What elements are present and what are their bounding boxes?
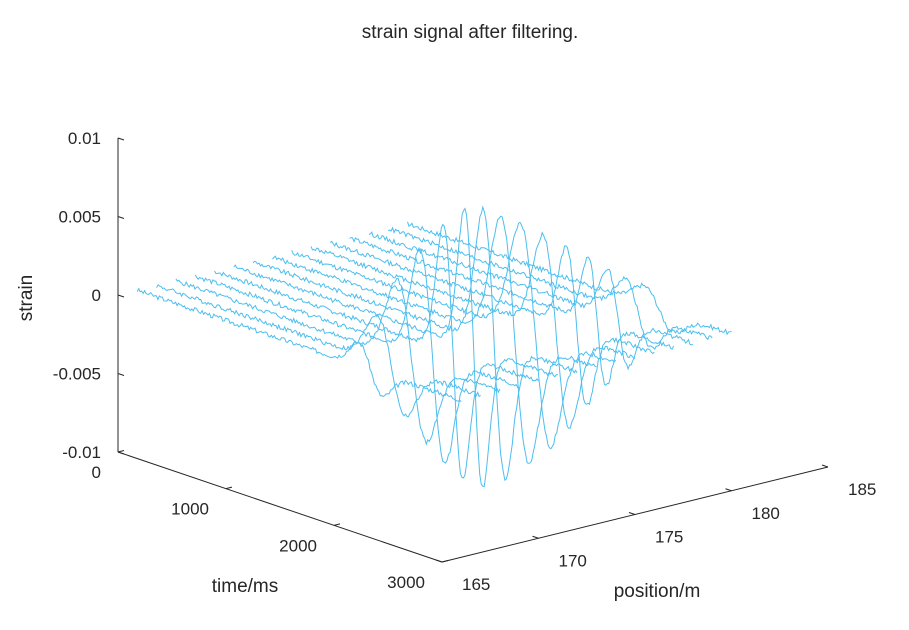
time-tick-label: 2000 — [279, 536, 317, 555]
series-trace — [175, 277, 501, 446]
time-tick — [441, 560, 449, 563]
series-trace — [310, 231, 636, 429]
series-trace — [272, 215, 597, 464]
series-trace — [136, 287, 462, 403]
position-tick-label: 165 — [462, 575, 490, 594]
time-axis-label: time/ms — [212, 576, 279, 597]
position-tick-label: 185 — [848, 480, 876, 499]
time-tick — [333, 523, 341, 526]
position-tick — [435, 559, 443, 563]
time-tick — [225, 486, 233, 490]
z-axis-label: strain — [16, 275, 37, 321]
series-trace — [233, 207, 558, 488]
position-tick-label: 170 — [559, 551, 587, 570]
series-trace — [407, 221, 732, 336]
position-tick-label: 175 — [655, 528, 683, 547]
position-axis-label: position/m — [614, 581, 701, 602]
position-tick — [821, 464, 829, 468]
series-trace — [388, 226, 713, 350]
series-trace — [368, 231, 694, 371]
time-tick-label: 3000 — [387, 573, 425, 592]
z-tick — [117, 451, 125, 455]
z-tick-label: 0 — [92, 286, 101, 305]
position-tick — [628, 512, 636, 515]
z-tick — [117, 216, 125, 219]
series-trace — [252, 205, 578, 482]
position-tick — [532, 535, 539, 539]
time-tick — [117, 450, 125, 453]
series-trace — [291, 221, 617, 450]
series-trace — [349, 237, 675, 386]
z-tick — [117, 137, 125, 141]
z-tick — [117, 373, 125, 376]
z-tick-label: 0.005 — [58, 208, 101, 227]
series-trace — [214, 223, 539, 479]
axes: -0.01 -0.005 0 0.005 0.01 0 1000 2000 3000 165 170… — [53, 129, 877, 594]
z-tick-label: 0.01 — [68, 129, 101, 148]
series-trace — [330, 240, 655, 406]
position-tick — [725, 488, 732, 492]
z-tick-label: -0.01 — [62, 443, 101, 462]
time-axis-line — [117, 451, 443, 563]
chart-title: strain signal after filtering. — [362, 22, 579, 43]
traces — [136, 205, 732, 488]
position-tick-label: 180 — [752, 504, 780, 523]
time-tick-label: 1000 — [171, 500, 209, 519]
series-trace — [194, 248, 520, 464]
series-trace — [156, 284, 481, 418]
axis-ticks: -0.01 -0.005 0 0.005 0.01 0 1000 2000 3000 165 170… — [53, 129, 877, 594]
time-tick-label: 0 — [92, 463, 101, 482]
z-tick-label: -0.005 — [53, 365, 101, 384]
z-tick — [117, 294, 125, 298]
